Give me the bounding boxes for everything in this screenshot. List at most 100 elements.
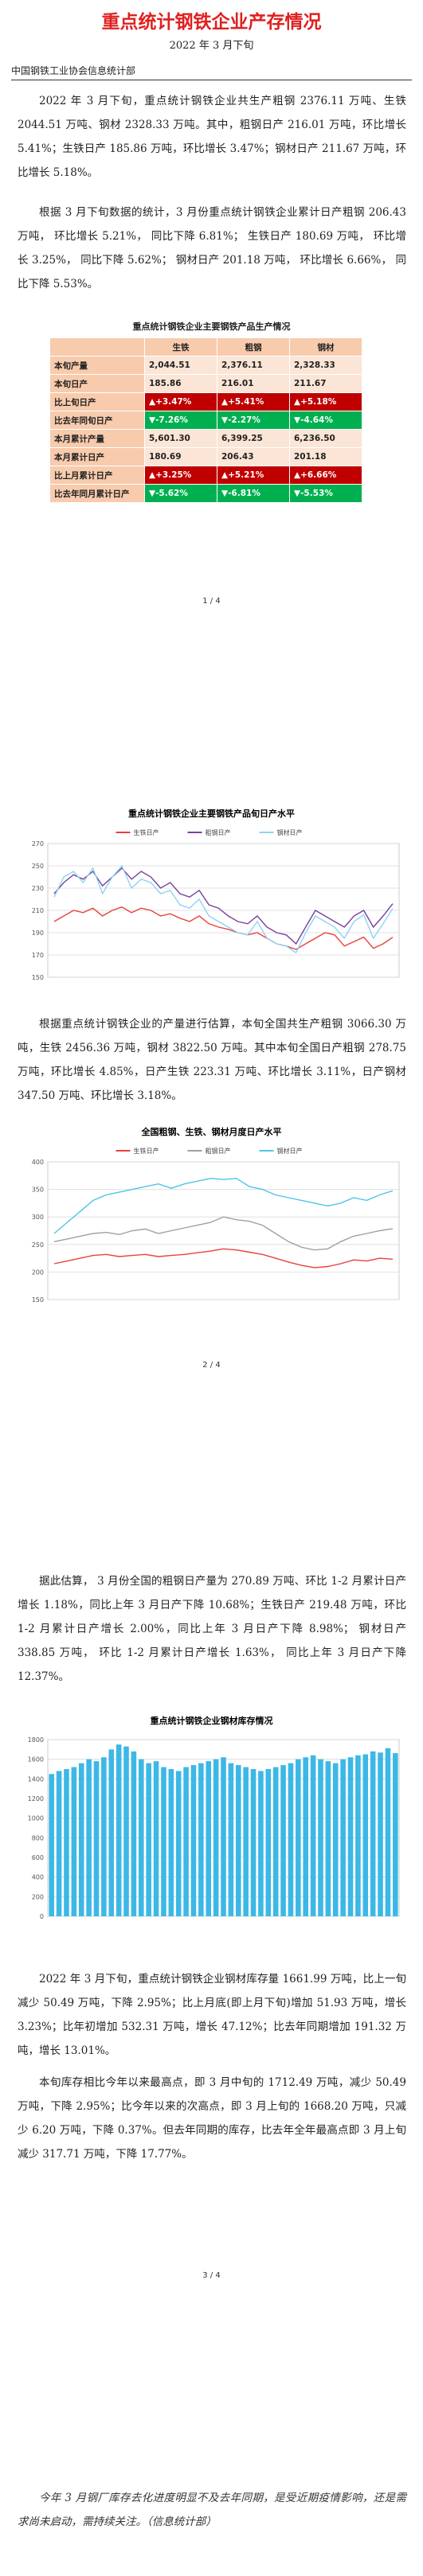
table-cell: 比上月累计日产 — [49, 466, 145, 485]
bar — [123, 1746, 129, 1916]
legend-label: 钢材日产 — [277, 828, 303, 836]
y-tick-label: 190 — [32, 929, 44, 937]
bar — [139, 1759, 144, 1916]
page-number: 2 / 4 — [202, 1361, 221, 1370]
chart: 全国粗钢、生铁、钢材月度日产水平 150 200 250 300 350 400 生铁日产 粗钢… — [32, 1126, 400, 1304]
bar — [108, 1749, 115, 1916]
table-cell: 2,376.11 — [217, 356, 290, 375]
y-tick-label: 0 — [40, 1913, 44, 1920]
y-tick-label: 1200 — [28, 1795, 44, 1802]
page-number: 3 / 4 — [202, 2271, 221, 2280]
y-tick-label: 800 — [32, 1834, 44, 1841]
table-row: 本旬产量 2,044.51 2,376.11 2,328.33 — [49, 356, 362, 375]
table-cell: 比去年同月累计日产 — [49, 484, 145, 503]
table-cell: 180.69 — [144, 447, 217, 466]
table-cell: ▼-2.27% — [217, 411, 290, 430]
table-title: 重点统计钢铁企业主要钢铁产品生产情况 — [132, 322, 291, 332]
bar — [228, 1763, 234, 1916]
table-cell: 185.86 — [144, 374, 217, 393]
paragraph: 根据重点统计钢铁企业的产量进行估算，本旬全国共生产粗钢 3066.30 万吨，生… — [18, 1018, 406, 1102]
series-line — [53, 906, 394, 950]
legend-label: 生铁日产 — [134, 828, 159, 836]
table-cell: 本月累计产量 — [49, 429, 145, 448]
y-tick-label: 200 — [32, 1269, 44, 1276]
series-line — [53, 1216, 394, 1251]
bar — [318, 1759, 323, 1916]
paragraph: 据此估算， 3 月份全国的粗钢日产量为 270.89 万吨、环比 1-2 月累计… — [18, 1575, 406, 1683]
paragraph: 今年 3 月钢厂库存去化进度明显不及去年同期，是受近期疫情影响，还是需求尚未启动… — [18, 2492, 406, 2528]
series-line — [53, 867, 394, 945]
bar — [265, 1769, 272, 1916]
bar — [101, 1757, 107, 1916]
paragraph: 2022 年 3 月下旬，重点统计钢铁企业钢材库存量 1661.99 万吨，比上… — [18, 1973, 406, 2057]
chart: 重点统计钢铁企业钢材库存情况 0 200 400 600 800 1000 1200 1400 1… — [28, 1715, 400, 1920]
table-cell: ▲+5.41% — [217, 392, 290, 411]
bar — [213, 1759, 219, 1916]
y-tick-label: 400 — [32, 1874, 44, 1881]
bar — [175, 1771, 182, 1916]
bar — [310, 1755, 316, 1916]
y-tick-label: 150 — [32, 1296, 44, 1304]
table-cell: 6,236.50 — [289, 429, 362, 448]
bar — [93, 1761, 100, 1916]
bar — [332, 1763, 339, 1916]
table-cell: ▼-5.62% — [144, 484, 217, 503]
bar — [258, 1771, 264, 1916]
bar — [131, 1751, 137, 1916]
bar — [250, 1769, 257, 1916]
table-cell: 本旬日产 — [49, 374, 145, 393]
table-cell: ▲+5.18% — [289, 392, 362, 411]
y-tick-label: 300 — [32, 1214, 44, 1221]
bar — [235, 1765, 241, 1916]
table-row: 比上月累计日产 ▲+3.25% ▲+5.21% ▲+6.66% — [49, 466, 362, 485]
y-tick-label: 1000 — [28, 1815, 44, 1822]
bar — [198, 1763, 204, 1916]
table-cell: 比去年同旬日产 — [49, 411, 145, 430]
y-tick-label: 1800 — [28, 1736, 44, 1744]
bar — [71, 1767, 77, 1916]
table-cell: ▼-7.26% — [144, 411, 217, 430]
table-cell: 比上旬日产 — [49, 392, 145, 411]
bar — [86, 1759, 92, 1916]
table-row: 生铁 粗钢 钢材 — [49, 337, 362, 357]
series-line — [53, 1248, 394, 1269]
table-cell: 2,328.33 — [289, 356, 362, 375]
bar — [280, 1765, 286, 1916]
y-tick-label: 400 — [32, 1159, 44, 1166]
table-row: 比去年同旬日产 ▼-7.26% ▼-2.27% ▼-4.64% — [49, 411, 362, 430]
table-cell: 5,601.30 — [144, 429, 217, 448]
chart-title: 重点统计钢铁企业主要钢铁产品旬日产水平 — [128, 808, 295, 819]
table-cell — [49, 337, 145, 357]
bar — [146, 1763, 151, 1916]
table-cell: ▲+3.25% — [144, 466, 217, 485]
bar — [153, 1761, 159, 1916]
y-tick-label: 600 — [32, 1854, 44, 1861]
plot-frame — [47, 1161, 400, 1300]
table-row: 比去年同月累计日产 ▼-5.62% ▼-6.81% ▼-5.53% — [49, 484, 362, 503]
bar — [340, 1759, 346, 1916]
bar — [161, 1767, 166, 1916]
bar — [78, 1763, 84, 1916]
table-cell: ▲+3.47% — [144, 392, 217, 411]
y-tick-label: 250 — [32, 1241, 44, 1249]
legend-label: 钢材日产 — [277, 1147, 303, 1155]
y-tick-label: 230 — [32, 885, 44, 892]
department: 中国钢铁工业协会信息统计部 — [11, 65, 136, 76]
bar — [378, 1752, 383, 1916]
bar — [347, 1757, 354, 1916]
bar — [206, 1761, 212, 1916]
bar — [370, 1751, 376, 1916]
table-cell: 201.18 — [289, 447, 362, 466]
table-row: 本月累计日产 180.69 206.43 201.18 — [49, 447, 362, 466]
table-cell: ▼-5.53% — [289, 484, 362, 503]
bar — [64, 1769, 69, 1916]
table-cell: 粗钢 — [217, 337, 290, 357]
bar — [116, 1744, 122, 1916]
bar — [243, 1767, 249, 1916]
y-tick-label: 170 — [32, 952, 44, 959]
table-cell: 钢材 — [289, 337, 362, 357]
bar — [272, 1767, 279, 1916]
table-row: 本旬日产 185.86 216.01 211.67 — [49, 374, 362, 393]
y-tick-label: 1600 — [28, 1756, 44, 1763]
